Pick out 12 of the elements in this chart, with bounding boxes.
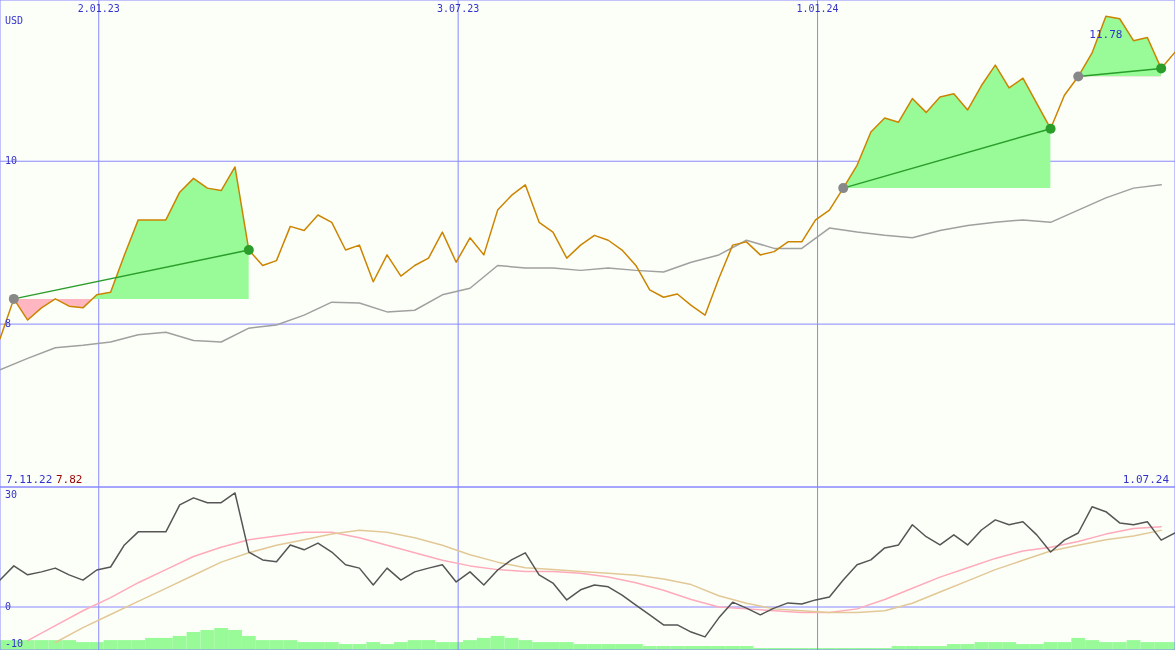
x-tick-label: 1.01.24: [796, 3, 839, 14]
annotation: 1.07.24: [1122, 473, 1170, 486]
y-tick-label: 10: [5, 155, 18, 167]
y-tick-label: 8: [5, 318, 12, 330]
y-axis-title: USD: [5, 15, 24, 26]
y-tick-label: 0: [5, 601, 12, 613]
annotation: 7.82: [56, 473, 83, 486]
y-tick-label: -10: [5, 638, 24, 650]
y-tick-label: 30: [5, 488, 18, 500]
annotation: 7.11.22: [6, 473, 53, 486]
x-tick-label: 2.01.23: [77, 3, 120, 14]
x-tick-label: 3.07.23: [437, 3, 480, 14]
